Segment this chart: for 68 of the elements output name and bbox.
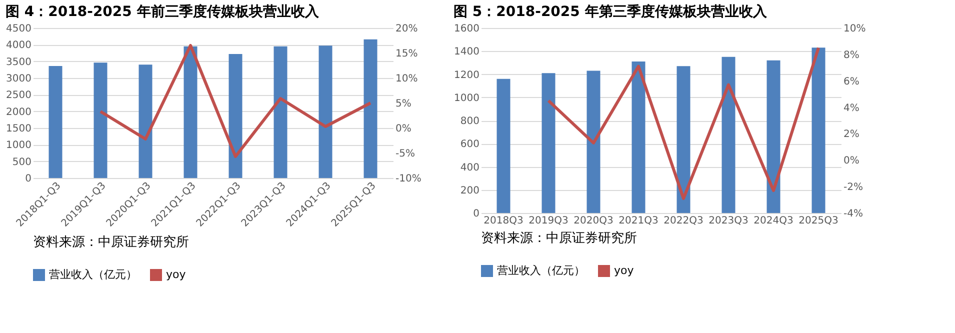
y-tick-label: 2000 [6,106,32,118]
x-tick-label: 2023Q3 [708,216,748,226]
y-tick-label: 1600 [454,24,480,34]
bar [228,54,242,178]
x-tick-label: 2021Q3 [618,216,658,226]
y-tick-label: 400 [460,162,480,174]
chart-title: 图 4：2018-2025 年前三季度传媒板块营业收入 [6,3,320,20]
y-tick-label: 1000 [6,140,32,152]
bar [722,56,736,213]
y-tick-label: 4000 [6,40,32,52]
y2-tick-label: -10% [396,174,422,184]
y2-tick-label: 2% [844,129,860,140]
bar [138,64,152,178]
x-tick-label: 2019Q3 [528,216,568,226]
y-tick-label: 3500 [6,56,32,68]
y2-tick-label: 20% [396,24,418,34]
bar [274,46,288,178]
line-series [547,46,820,200]
y2-tick-label: 10% [844,24,866,34]
y-tick-label: 600 [460,139,480,150]
bar [632,62,646,213]
bar [48,66,62,178]
y2-tick-label: 6% [844,76,860,88]
legend-label: yoy [614,264,634,277]
x-tick-label: 2025Q3 [798,216,838,226]
x-tick-label: 2022Q3 [664,216,704,226]
y2-tick-label: 8% [844,50,860,61]
y-tick-label: 1000 [454,92,480,104]
y-tick-label: 1500 [6,124,32,134]
chart-title: 图 5：2018-2025 年第三季度传媒板块营业收入 [454,3,768,20]
legend-label: 营业收入（亿元） [497,264,585,277]
y2-tick-label: -4% [844,208,863,220]
x-tick-label: 2024Q3 [754,216,794,226]
bar [586,70,600,213]
y2-tick-label: 0% [844,156,860,167]
x-tick-label: 2020Q3 [574,216,614,226]
bar [184,46,198,178]
x-tick-label: 2018Q3 [484,216,524,226]
y-tick-label: 4500 [6,24,32,34]
y-tick-label: 2500 [6,90,32,102]
y-tick-label: 0 [473,208,480,220]
bar [766,60,780,213]
legend-label: 营业收入（亿元） [49,268,137,281]
y2-tick-label: 0% [396,124,412,134]
y2-tick-label: 10% [396,74,418,84]
bar [364,39,378,178]
y-tick-label: 0 [25,174,32,184]
bar [542,73,556,213]
bar [94,62,108,178]
y2-tick-label: -5% [396,148,415,160]
legend-label: yoy [166,268,186,281]
bar [496,78,510,213]
bar [676,66,690,213]
y2-tick-label: -2% [844,182,863,194]
y-tick-label: 800 [460,116,480,127]
y-tick-label: 500 [12,156,32,168]
line-series [99,44,372,158]
y2-tick-label: 5% [396,98,412,110]
text: 资料来源：中原证券研究所 [33,235,189,250]
y-tick-label: 1200 [454,70,480,81]
y2-tick-label: 15% [396,48,418,60]
bar [318,46,332,178]
y2-tick-label: 4% [844,102,860,114]
y-tick-label: 1400 [454,46,480,58]
text: 资料来源：中原证券研究所 [481,231,637,246]
y-tick-label: 200 [460,185,480,196]
y-tick-label: 3000 [6,74,32,84]
bar [812,48,826,213]
